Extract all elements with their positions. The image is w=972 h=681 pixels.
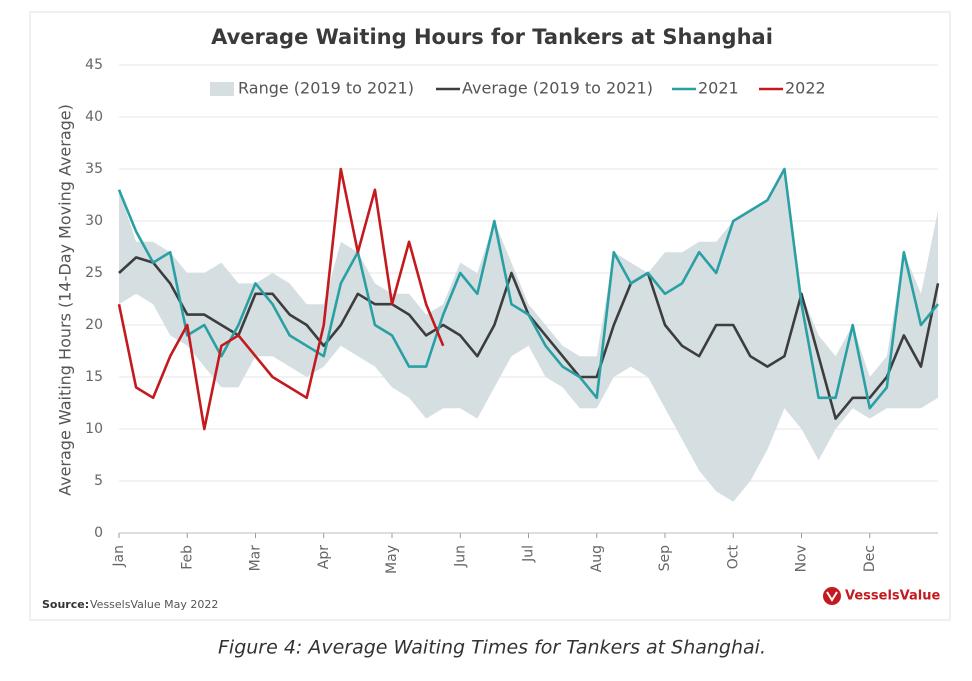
y-tick-label: 20: [85, 317, 103, 333]
series-line: [117, 167, 940, 410]
y-tick-label: 40: [85, 109, 103, 125]
source-text: VesselsValue May 2022: [90, 598, 218, 611]
legend-swatch: [210, 82, 234, 96]
y-tick-label: 15: [85, 369, 103, 385]
caption: Figure 4: Average Waiting Times for Tank…: [218, 637, 766, 659]
x-tick-label: Dec: [862, 545, 878, 572]
y-tick-label: 25: [85, 265, 103, 281]
chart-title: Average Waiting Hours for Tankers at Sha…: [211, 25, 773, 49]
y-axis-label: Average Waiting Hours (14-Day Moving Ave…: [56, 104, 75, 496]
series-line: [117, 167, 445, 431]
logo: VesselsValue: [845, 589, 940, 604]
range-band: [119, 169, 938, 502]
legend-label: 2021: [698, 79, 739, 98]
x-tick-label: Jul: [521, 545, 537, 563]
x-tick-label: Oct: [725, 545, 741, 570]
source-label: Source:: [42, 598, 89, 611]
y-tick-label: 10: [85, 421, 103, 437]
legend-label: Range (2019 to 2021): [238, 79, 414, 98]
x-tick-label: Nov: [794, 545, 810, 572]
x-tick-label: May: [384, 545, 400, 574]
y-tick-label: 35: [85, 161, 103, 177]
y-tick-label: 45: [85, 57, 103, 73]
logo-mark: [826, 591, 838, 602]
x-tick-label: Feb: [179, 545, 195, 570]
x-tick-label: Mar: [248, 545, 264, 572]
y-tick-label: 30: [85, 213, 103, 229]
logo-icon: [823, 587, 841, 605]
x-tick-label: Jan: [111, 545, 127, 568]
x-tick-label: Jun: [452, 545, 468, 568]
y-tick-label: 0: [94, 525, 103, 541]
legend-label: 2022: [785, 79, 826, 98]
x-tick-label: Apr: [316, 545, 332, 569]
x-tick-label: Sep: [657, 545, 673, 572]
plot: 0 5 10 15 20 25 30 35 40 45 Jan Feb Mar Apr May Jun Jul A…: [85, 57, 940, 574]
x-tick-label: Aug: [589, 545, 605, 572]
legend-label: Average (2019 to 2021): [462, 79, 653, 98]
y-tick-label: 5: [94, 473, 103, 489]
